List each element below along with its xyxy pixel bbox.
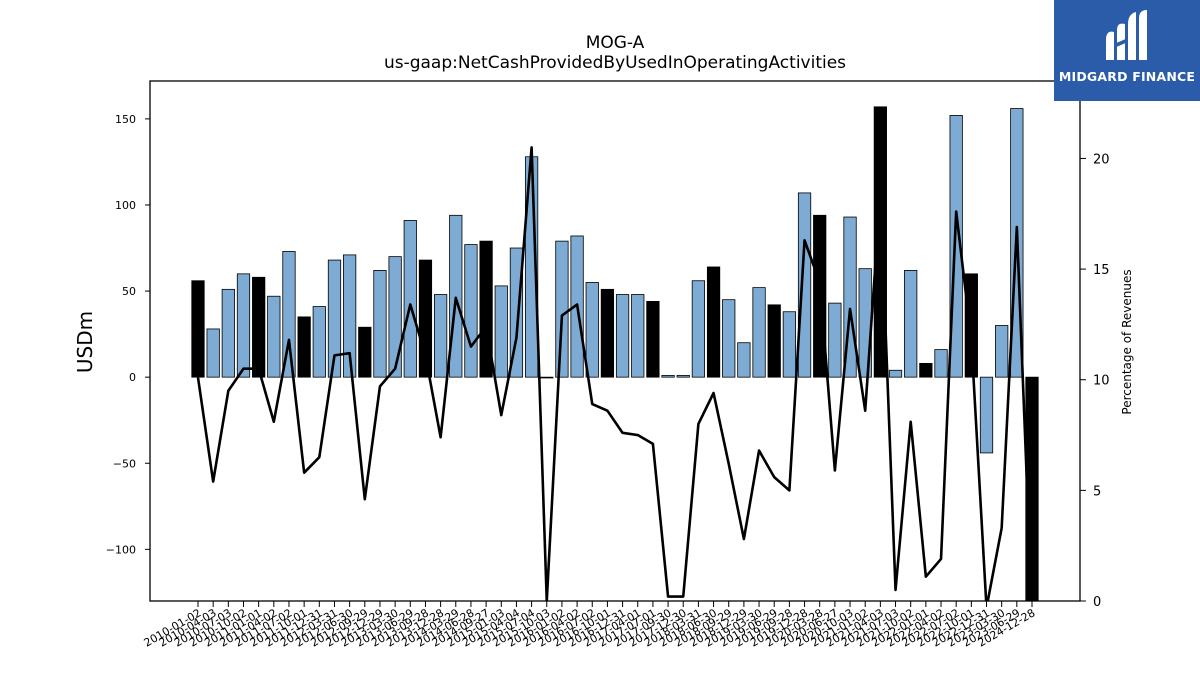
y2-tick-label: 15: [1093, 263, 1110, 278]
bars-layer: [191, 106, 1039, 602]
bar: [797, 192, 812, 378]
bar: [343, 254, 357, 378]
bar: [828, 302, 842, 378]
y2-tick-label: 20: [1093, 152, 1110, 167]
bar: [327, 259, 342, 378]
bar: [661, 375, 675, 378]
y-tick-label: 100: [115, 199, 136, 212]
y-axis-label: USDm: [73, 311, 97, 373]
x-axis-ticks: 2010-01-022010-04-032010-07-032010-10-02…: [142, 601, 1038, 650]
bar: [873, 106, 887, 378]
right-axis-ticks: 0 5 10 15 20: [1080, 152, 1110, 610]
bar: [433, 294, 448, 378]
bar: [297, 316, 311, 378]
bar: [767, 304, 781, 378]
bar: [312, 306, 326, 378]
bar: [252, 276, 266, 378]
bar: [615, 294, 630, 378]
bar: [191, 280, 205, 378]
y-tick-label: −50: [113, 457, 136, 470]
y-tick-label: −100: [106, 543, 136, 556]
chart-subtitle: us-gaap:NetCashProvidedByUsedInOperating…: [383, 53, 847, 73]
logo-mark-icon: [1106, 10, 1147, 61]
bar: [646, 300, 660, 378]
y2-tick-label: 5: [1093, 484, 1101, 499]
bar: [676, 375, 690, 378]
bar: [282, 251, 296, 378]
bar: [388, 256, 402, 378]
line-layer: [196, 146, 1033, 601]
bar: [752, 287, 766, 378]
brand-logo: MIDGARD FINANCE: [1054, 0, 1200, 101]
bar: [555, 240, 569, 378]
bar: [919, 362, 933, 378]
bar: [904, 269, 918, 378]
y2-tick-label: 0: [1093, 595, 1101, 610]
bar: [403, 220, 417, 378]
bar: [737, 342, 751, 378]
bar: [995, 325, 1009, 378]
bar: [206, 328, 220, 378]
percentage-line: [196, 146, 1033, 601]
chart-title: MOG-A: [585, 33, 645, 53]
bar: [509, 247, 524, 378]
bar: [221, 288, 235, 378]
bar: [494, 285, 508, 378]
plot-frame: [149, 80, 1081, 602]
bar: [449, 214, 463, 378]
y-tick-label: 0: [129, 371, 136, 384]
bar: [631, 294, 645, 378]
bar: [964, 273, 978, 378]
bar: [888, 369, 903, 378]
bar: [464, 244, 478, 378]
bar: [979, 376, 994, 454]
y2-tick-label: 10: [1093, 374, 1110, 389]
y-tick-label: 50: [122, 285, 136, 298]
bar: [236, 273, 251, 378]
bar: [722, 299, 736, 378]
left-axis-ticks: −100 −50 0 50 100 150: [106, 113, 150, 556]
bar: [373, 269, 387, 378]
bar: [782, 311, 796, 378]
bar: [934, 349, 948, 378]
bar: [706, 266, 721, 378]
bar: [600, 288, 615, 378]
bar: [540, 376, 554, 379]
y2-axis-label: Percentage of Revenues: [1120, 269, 1134, 414]
bar: [691, 280, 706, 378]
logo-text: MIDGARD FINANCE: [1058, 69, 1196, 84]
y-tick-label: 150: [115, 113, 136, 126]
bar: [358, 326, 372, 378]
bar: [585, 282, 599, 378]
bar: [267, 295, 281, 378]
